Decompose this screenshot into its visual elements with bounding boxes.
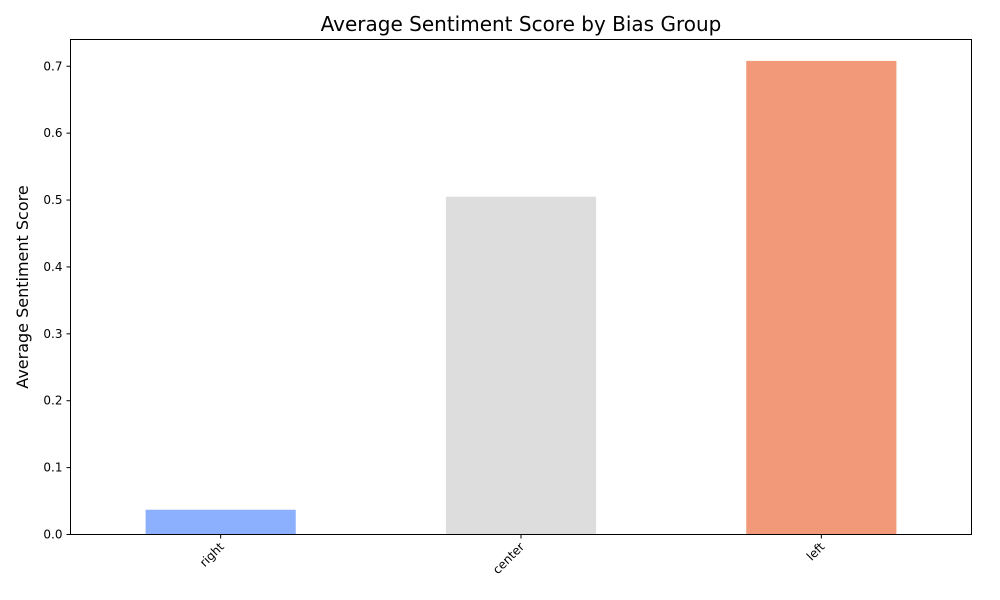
y-tick-label: 0.7 (43, 59, 62, 73)
y-tick-label: 0.2 (43, 394, 62, 408)
y-tick-label: 0.5 (43, 193, 62, 207)
plot-frame (70, 39, 972, 535)
bar-right (145, 509, 296, 535)
y-tick-label: 0.6 (43, 126, 62, 140)
x-axis: right center left (197, 534, 828, 577)
chart-title: Average Sentiment Score by Bias Group (321, 12, 722, 36)
y-tick-label: 0.0 (43, 528, 62, 542)
bar-left (746, 60, 897, 535)
y-tick-label: 0.4 (43, 260, 62, 274)
x-tick-label-center: center (490, 540, 527, 577)
y-axis: 0.0 0.1 0.2 0.3 0.4 0.5 0.6 0.7 (43, 59, 71, 542)
y-axis-title: Average Sentiment Score (13, 185, 32, 388)
x-tick-label-right: right (197, 540, 227, 570)
bar-center (445, 196, 597, 535)
bars-layer (145, 60, 897, 535)
y-tick-label: 0.1 (43, 461, 62, 475)
y-tick-label: 0.3 (43, 327, 62, 341)
x-tick-label-left: left (804, 540, 828, 564)
